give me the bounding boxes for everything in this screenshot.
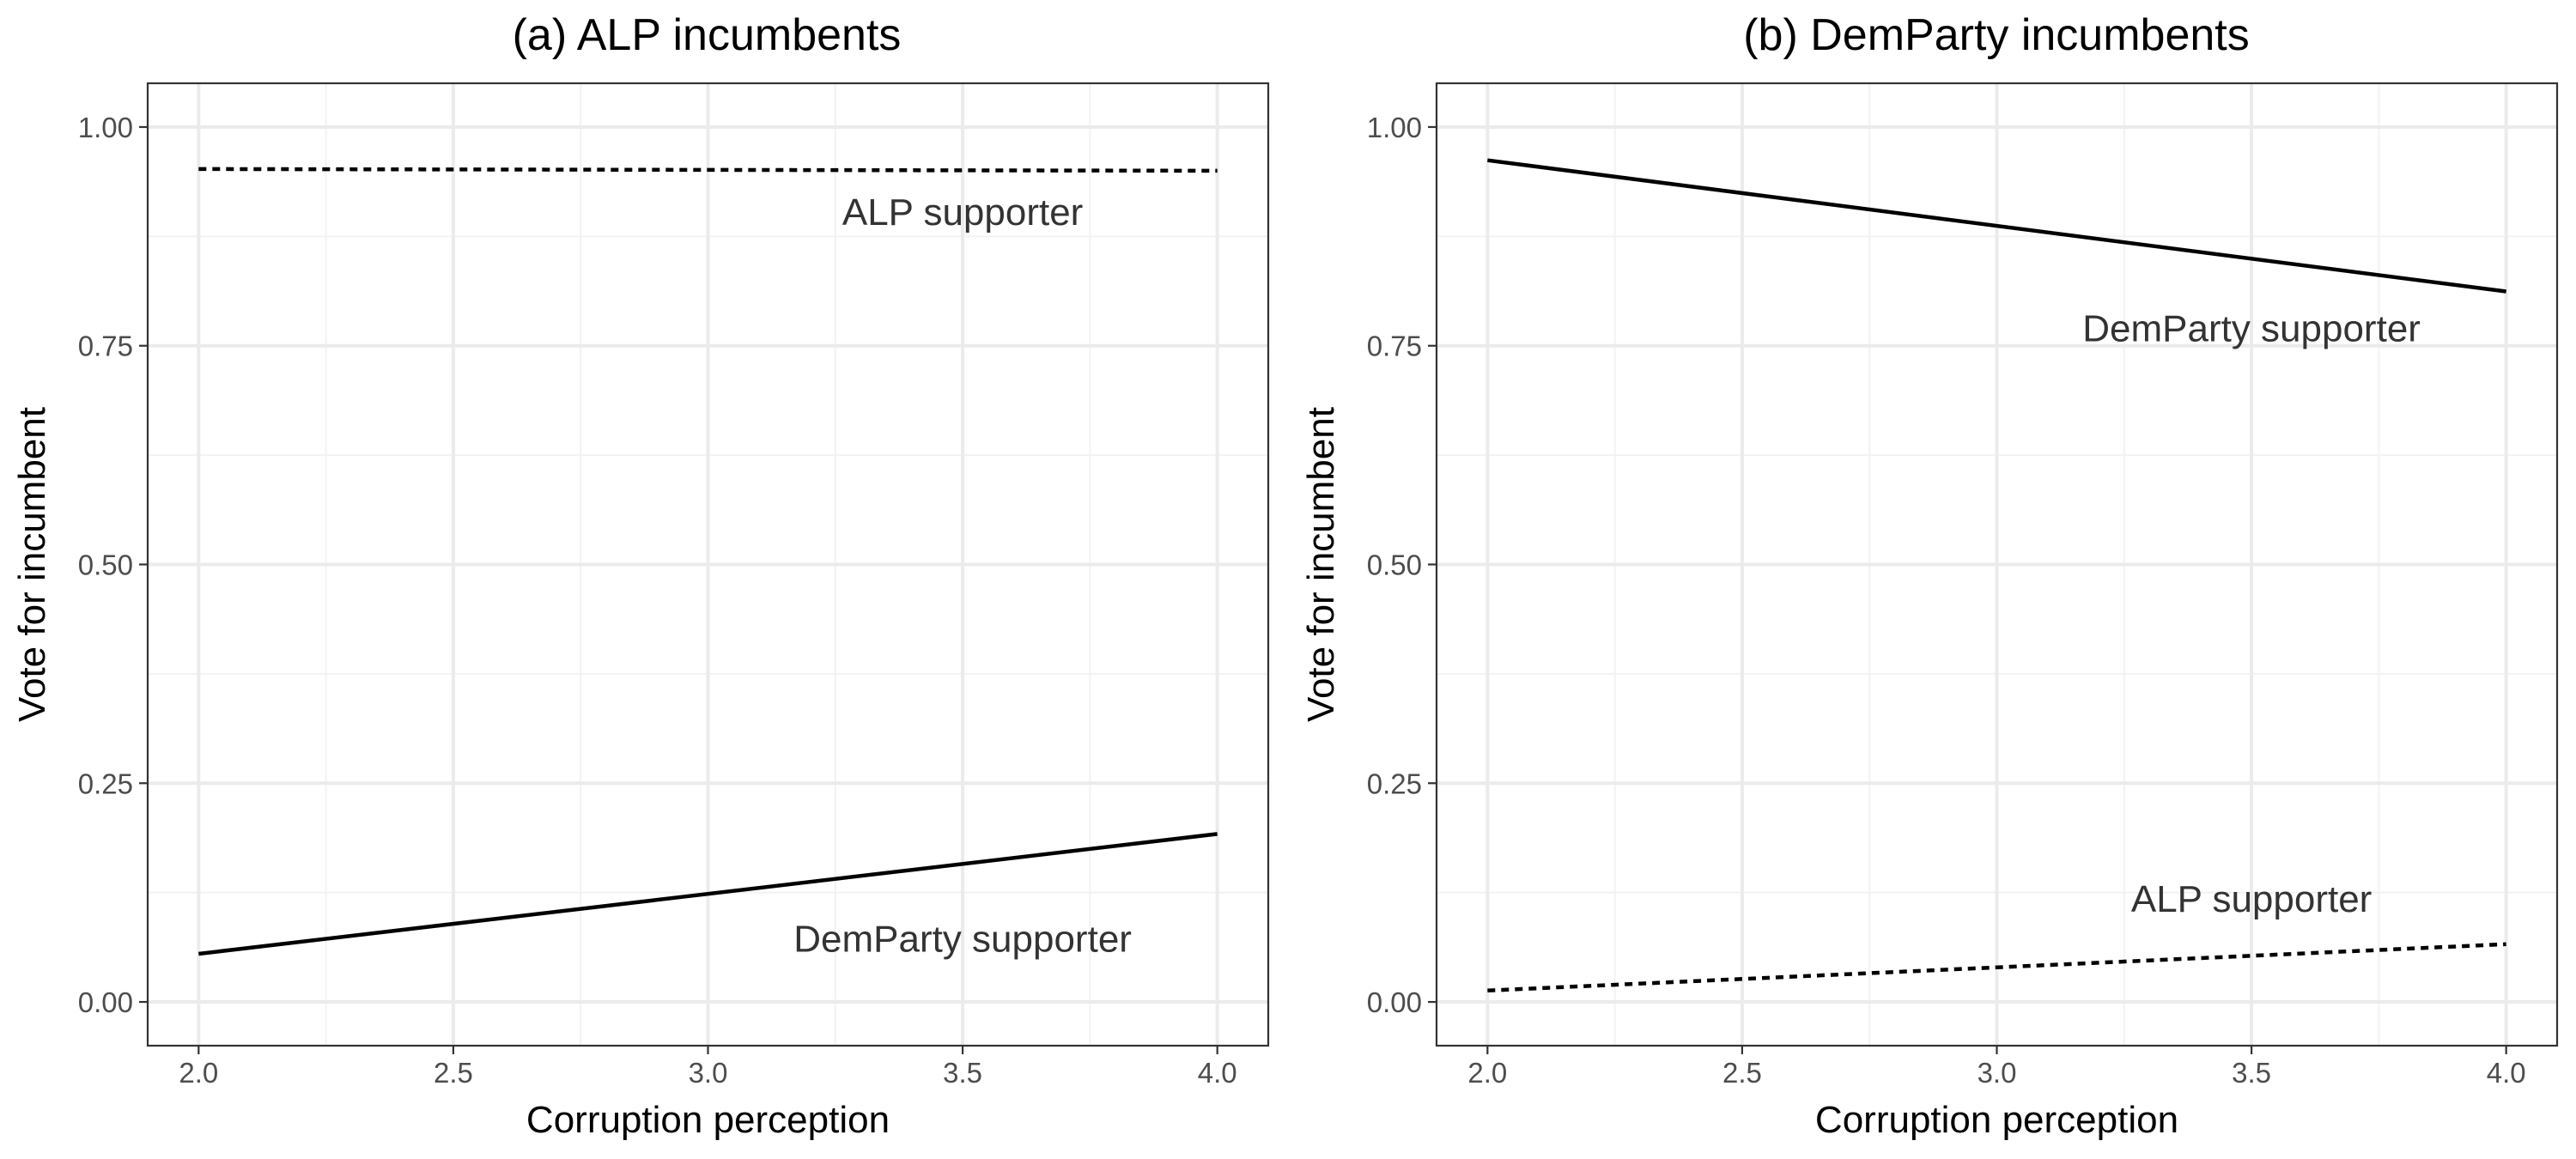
- x-tick-label: 3.0: [689, 1057, 728, 1089]
- x-tick-label: 3.5: [2232, 1057, 2271, 1089]
- series-label: DemParty supporter: [2082, 307, 2421, 349]
- x-tick-label: 2.0: [179, 1057, 218, 1089]
- x-axis-title: Corruption perception: [1815, 1099, 2178, 1141]
- y-tick-label: 0.25: [78, 768, 133, 799]
- series-line-alp-supporter: [198, 167, 1218, 173]
- y-tick-label: 0.00: [1367, 986, 1422, 1018]
- series-line-demparty-supporter: [1487, 158, 2506, 294]
- y-axis-title: Vote for incumbent: [11, 407, 53, 722]
- y-tick-label: 0.50: [78, 549, 133, 581]
- x-tick-label: 4.0: [2487, 1057, 2526, 1089]
- y-tick-label: 0.50: [1367, 549, 1422, 581]
- x-tick-label: 4.0: [1198, 1057, 1237, 1089]
- y-tick-label: 1.00: [1367, 112, 1422, 143]
- series-label: ALP supporter: [842, 191, 1083, 234]
- x-tick-label: 2.0: [1467, 1057, 1507, 1089]
- x-tick-label: 3.5: [943, 1057, 982, 1089]
- x-tick-label: 3.0: [1978, 1057, 2017, 1089]
- y-tick-label: 1.00: [78, 112, 133, 143]
- panel-title: (b) DemParty incumbents: [1743, 10, 2250, 60]
- y-axis-title: Vote for incumbent: [1300, 407, 1342, 722]
- panel-b: 2.0 2.5 3.0 3.5 4.0 0.00 0.25 0.50 0.75 1.00 DemPa…: [1300, 10, 2559, 1141]
- y-tick-label: 0.75: [1367, 331, 1422, 362]
- y-tick-label: 0.75: [78, 331, 133, 362]
- x-tick-label: 2.5: [434, 1057, 473, 1089]
- panel-a: 2.0 2.5 3.0 3.5 4.0 0.00 0.25 0.50 0.75 1.00 ALP s…: [11, 10, 1270, 1141]
- y-tick-label: 0.25: [1367, 768, 1422, 799]
- x-axis-title: Corruption perception: [526, 1099, 890, 1141]
- x-tick-label: 2.5: [1722, 1057, 1762, 1089]
- series-label: ALP supporter: [2131, 878, 2372, 920]
- series-label: DemParty supporter: [793, 919, 1132, 961]
- series-line-alp-supporter: [1487, 942, 2506, 993]
- series-line-demparty-supporter: [198, 832, 1218, 956]
- panel-title: (a) ALP incumbents: [513, 10, 902, 60]
- y-tick-label: 0.00: [78, 986, 133, 1018]
